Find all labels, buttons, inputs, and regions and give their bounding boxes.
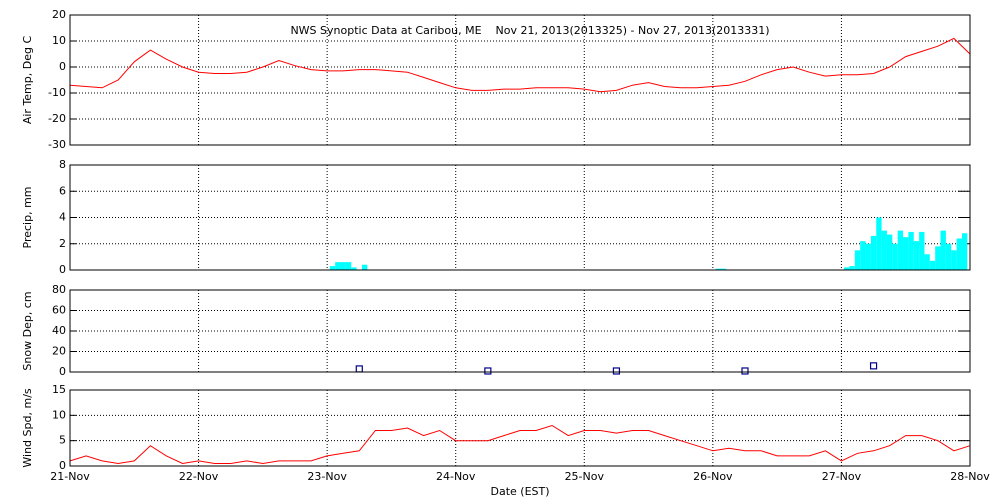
y-tick-label: 15 [52,383,66,396]
bar [945,243,952,270]
plot-frame [69,164,971,271]
y-axis-label: Snow Dep, cm [21,291,34,370]
bar [715,268,721,270]
point [612,367,621,375]
bar [897,230,904,270]
bar [351,267,357,270]
bar [329,266,336,270]
x-tick-label: 23-Nov [307,470,347,483]
y-tick-label: 5 [59,434,66,447]
y-tick-label: 0 [59,60,66,73]
bar [913,241,920,270]
plot-frame [69,289,971,373]
plot-frame [69,14,971,146]
bar [849,266,855,270]
y-tick-label: 10 [52,408,66,421]
point [484,367,492,375]
point [869,362,878,370]
y-tick-label: -10 [48,86,66,99]
bar [720,268,727,270]
data-line [69,37,971,93]
x-tick-label: 24-Nov [436,470,476,483]
y-tick-label: 6 [59,184,66,197]
bar [908,231,914,270]
y-axis-label: Wind Spd, m/s [21,388,34,468]
y-tick-label: 20 [52,8,66,21]
x-tick-label: 26-Nov [693,470,733,483]
bar [919,231,925,270]
bar [886,234,893,270]
y-tick-label: 4 [59,211,66,224]
y-axis-label: Precip, mm [21,187,34,249]
bar [935,246,941,270]
y-tick-label: 40 [52,324,66,337]
y-tick-label: 8 [59,158,66,171]
x-tick-label: 25-Nov [565,470,605,483]
point [741,367,749,375]
y-tick-label: 20 [52,345,66,358]
bar [951,250,957,270]
bar [854,250,861,270]
bar [335,262,341,270]
y-tick-label: -30 [48,138,66,151]
x-axis-label: Date (EST) [490,485,549,498]
bar [940,230,946,270]
bar [345,262,352,270]
y-tick-label: 60 [52,304,66,317]
data-line [69,424,971,465]
bar [860,241,866,270]
bar [340,262,346,270]
point [355,365,363,373]
x-tick-label: 22-Nov [179,470,219,483]
bar [870,235,877,270]
y-tick-label: 0 [59,459,66,472]
y-tick-label: 2 [59,237,66,250]
bar [892,243,898,270]
y-tick-label: -20 [48,112,66,125]
y-tick-label: 80 [52,283,66,296]
y-axis-label: Air Temp, Deg C [21,36,34,125]
x-tick-label: 27-Nov [822,470,862,483]
x-tick-label: 21-Nov [50,470,90,483]
bar [924,254,930,270]
bar [903,237,909,270]
bar [961,233,968,270]
bar [361,264,368,270]
y-tick-label: 0 [59,263,66,276]
bar [929,260,936,270]
chart-title: NWS Synoptic Data at Caribou, ME Nov 21,… [290,24,769,37]
bar [876,217,882,270]
y-tick-label: 10 [52,34,66,47]
bar [956,238,962,270]
bar [865,243,871,270]
y-tick-label: 0 [59,365,66,378]
plot-frame [69,389,971,467]
bar [881,230,887,270]
bar [844,267,850,270]
x-tick-label: 28-Nov [950,470,990,483]
